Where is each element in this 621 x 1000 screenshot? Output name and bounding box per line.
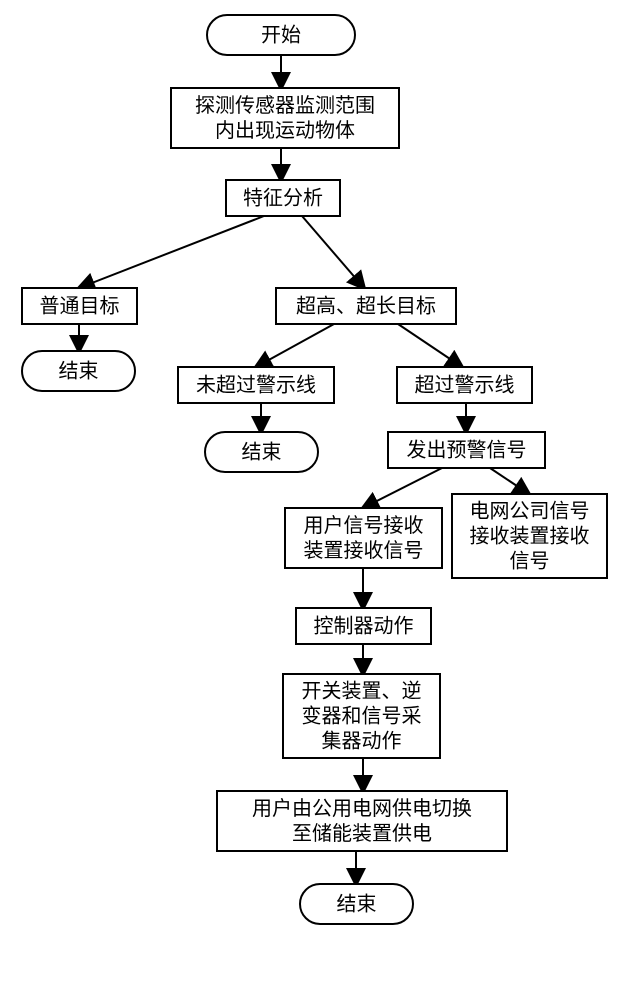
node-label: 用户信号接收 <box>304 514 424 537</box>
node-label: 特征分析 <box>243 186 323 209</box>
node-label: 信号 <box>510 549 550 572</box>
node-label: 结束 <box>242 440 282 463</box>
node-label: 控制器动作 <box>314 614 414 637</box>
flowchart-edge <box>302 216 364 288</box>
node-label: 用户由公用电网供电切换 <box>252 797 472 820</box>
node-label: 超过警示线 <box>415 373 515 396</box>
flowchart-edge <box>79 216 264 288</box>
flowchart-node-grid_signal: 电网公司信号接收装置接收信号 <box>452 494 607 578</box>
flowchart-node-warning: 发出预警信号 <box>388 432 545 468</box>
flowchart-node-oversize: 超高、超长目标 <box>276 288 456 324</box>
flowchart-node-exceed: 超过警示线 <box>397 367 532 403</box>
flowchart-node-end3: 结束 <box>300 884 413 924</box>
node-label: 结束 <box>337 892 377 915</box>
flowchart-node-detect: 探测传感器监测范围内出现运动物体 <box>171 88 399 148</box>
flowchart-node-start: 开始 <box>207 15 355 55</box>
node-label: 至储能装置供电 <box>292 822 432 845</box>
node-label: 超高、超长目标 <box>296 294 436 317</box>
flowchart-edge <box>398 324 462 367</box>
node-label: 开关装置、逆 <box>302 679 422 702</box>
flowchart-node-not_exceed: 未超过警示线 <box>178 367 334 403</box>
flowchart-edge <box>490 468 529 494</box>
flowchart-node-switch_action: 开关装置、逆变器和信号采集器动作 <box>283 674 440 758</box>
node-label: 探测传感器监测范围 <box>195 94 375 117</box>
node-label: 普通目标 <box>40 294 120 317</box>
node-label: 内出现运动物体 <box>215 119 355 142</box>
node-label: 装置接收信号 <box>304 539 424 562</box>
node-label: 集器动作 <box>322 729 402 752</box>
node-label: 接收装置接收 <box>470 524 590 547</box>
flowchart-edge <box>363 468 442 508</box>
node-label: 结束 <box>59 359 99 382</box>
node-label: 电网公司信号 <box>470 499 590 522</box>
flowchart-node-switch_power: 用户由公用电网供电切换至储能装置供电 <box>217 791 507 851</box>
flowchart-node-user_signal: 用户信号接收装置接收信号 <box>285 508 442 568</box>
flowchart-node-end2: 结束 <box>205 432 318 472</box>
flowchart-edge <box>256 324 334 367</box>
flowchart-node-end1: 结束 <box>22 351 135 391</box>
node-label: 开始 <box>261 23 301 46</box>
flowchart-diagram: 开始探测传感器监测范围内出现运动物体特征分析普通目标超高、超长目标结束未超过警示… <box>0 0 621 1000</box>
node-label: 变器和信号采 <box>302 704 422 727</box>
flowchart-node-normal: 普通目标 <box>22 288 137 324</box>
flowchart-node-controller: 控制器动作 <box>296 608 431 644</box>
node-label: 发出预警信号 <box>407 438 527 461</box>
flowchart-node-feature: 特征分析 <box>226 180 340 216</box>
node-label: 未超过警示线 <box>196 373 316 396</box>
